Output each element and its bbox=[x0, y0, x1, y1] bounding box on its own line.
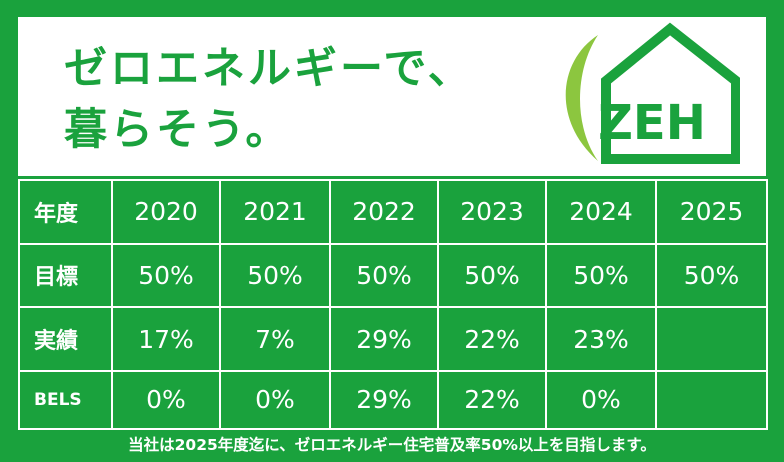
logo-house-outline bbox=[601, 22, 740, 164]
headline: ゼロエネルギーで、 暮らそう。 bbox=[64, 39, 474, 161]
row-label-year: 年度 bbox=[18, 179, 113, 245]
table-cell: 50% bbox=[329, 242, 439, 309]
house-logo-icon: ZEH bbox=[565, 22, 740, 164]
table-row-actual: 実績 17% 7% 29% 22% 23% bbox=[18, 306, 768, 372]
table-cell: 50% bbox=[219, 242, 331, 309]
table-row-bels: BELS 0% 0% 29% 22% 0% bbox=[18, 369, 768, 431]
table-cell: 23% bbox=[545, 306, 657, 372]
table-cell: 29% bbox=[329, 369, 439, 431]
logo-text: ZEH bbox=[598, 95, 706, 151]
headline-line-2: 暮らそう。 bbox=[64, 105, 292, 155]
row-label-target: 目標 bbox=[18, 242, 113, 309]
table-cell: 29% bbox=[329, 306, 439, 372]
table-cell: 17% bbox=[111, 306, 221, 372]
year-cell: 2020 bbox=[111, 179, 221, 245]
table-cell: 50% bbox=[111, 242, 221, 309]
row-label-actual: 実績 bbox=[18, 306, 113, 372]
table-cell: 0% bbox=[219, 369, 331, 431]
table-cell: 50% bbox=[437, 242, 547, 309]
table-cell bbox=[655, 369, 768, 431]
table-cell: 0% bbox=[545, 369, 657, 431]
table-cell: 50% bbox=[655, 242, 768, 309]
logo-crescent bbox=[565, 35, 598, 161]
table-cell: 50% bbox=[545, 242, 657, 309]
year-cell: 2023 bbox=[437, 179, 547, 245]
header-panel: ゼロエネルギーで、 暮らそう。 ZEH bbox=[18, 17, 766, 176]
year-cell: 2025 bbox=[655, 179, 768, 245]
table-cell: 22% bbox=[437, 306, 547, 372]
row-label-bels: BELS bbox=[18, 369, 113, 431]
table-cell: 0% bbox=[111, 369, 221, 431]
headline-line-1: ゼロエネルギーで、 bbox=[64, 44, 474, 94]
table-row-target: 目標 50% 50% 50% 50% 50% 50% bbox=[18, 242, 768, 309]
table-header-row: 年度 2020 2021 2022 2023 2024 2025 bbox=[18, 179, 768, 245]
zeh-rate-table: 年度 2020 2021 2022 2023 2024 2025 目標 50% … bbox=[18, 179, 768, 431]
table-cell: 7% bbox=[219, 306, 331, 372]
footer-note: 当社は2025年度迄に、ゼロエネルギー住宅普及率50%以上を目指します。 bbox=[128, 436, 656, 454]
table-cell bbox=[655, 306, 768, 372]
table-cell: 22% bbox=[437, 369, 547, 431]
year-cell: 2021 bbox=[219, 179, 331, 245]
year-cell: 2022 bbox=[329, 179, 439, 245]
year-cell: 2024 bbox=[545, 179, 657, 245]
